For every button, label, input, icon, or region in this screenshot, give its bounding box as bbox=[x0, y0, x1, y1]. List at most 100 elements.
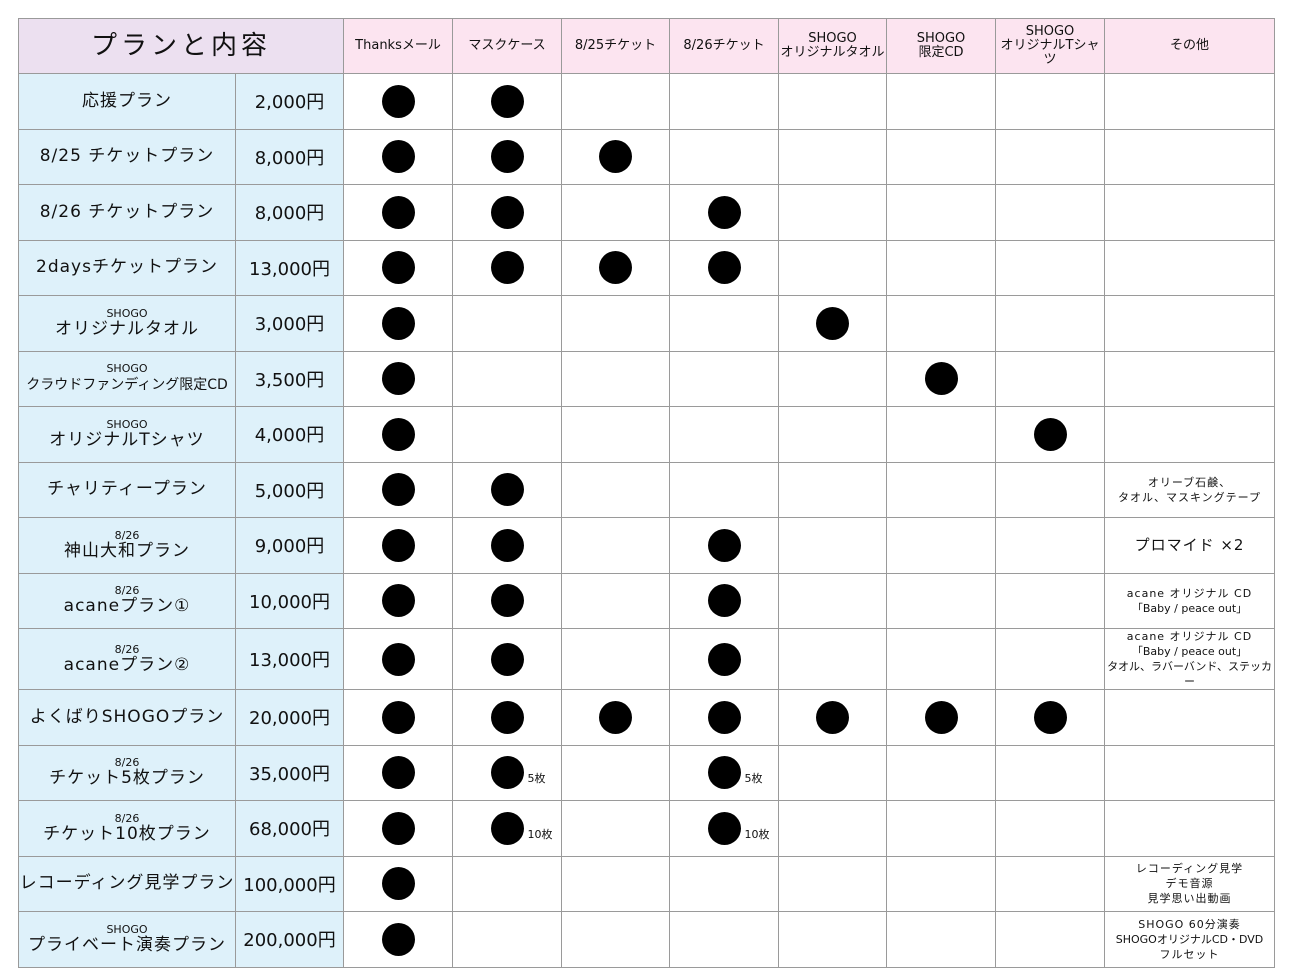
column-header: その他 bbox=[1104, 18, 1276, 74]
table-row: 8/25 チケットプラン 8,000円 bbox=[18, 128, 1276, 185]
mark-cell bbox=[561, 461, 671, 518]
included-dot-icon bbox=[381, 362, 415, 396]
plan-name-cell: 2daysチケットプラン bbox=[18, 239, 236, 296]
quantity-note: 10枚 bbox=[527, 827, 553, 841]
table-row: チャリティープラン 5,000円 オリーブ石鹸、 タオル、マスキングテープ bbox=[18, 461, 1276, 518]
included-dot-icon bbox=[707, 700, 741, 734]
plan-price: 9,000円 bbox=[234, 517, 345, 574]
included-dot-icon bbox=[707, 756, 741, 790]
other-item-line: 見学思い出動画 bbox=[1147, 892, 1232, 906]
mark-cell bbox=[343, 911, 454, 968]
plan-name-cell: 8/26 acaneプラン② bbox=[18, 628, 236, 690]
mark-cell bbox=[778, 517, 888, 574]
column-header-line: 限定CD bbox=[918, 45, 964, 60]
mark-cell bbox=[995, 184, 1106, 241]
other-item-line: タオル、ラバーバンド、ステッカー bbox=[1107, 660, 1272, 688]
mark-cell bbox=[343, 73, 454, 130]
mark-cell: 10枚 bbox=[452, 800, 563, 857]
plan-name: クラウドファンディング限定CD bbox=[26, 376, 228, 393]
header-row: プランと内容 Thanksメール マスクケース 8/25チケット 8/26チケット SH… bbox=[17, 18, 1276, 74]
mark-cell bbox=[452, 406, 563, 463]
column-header-line: オリジナルタオル bbox=[780, 45, 885, 60]
other-item-line: タオル、マスキングテープ bbox=[1118, 490, 1262, 504]
plan-price: 3,000円 bbox=[234, 295, 345, 352]
mark-cell bbox=[778, 406, 888, 463]
mark-cell bbox=[452, 572, 563, 629]
column-header: SHOGO オリジナルTシャツ bbox=[995, 18, 1106, 74]
included-dot-icon bbox=[381, 922, 415, 956]
plan-subtitle: 8/26 bbox=[114, 528, 140, 542]
table-row: よくばりSHOGOプラン 20,000円 bbox=[18, 689, 1276, 746]
mark-cell bbox=[343, 744, 454, 801]
mark-cell bbox=[886, 239, 997, 296]
mark-cell bbox=[452, 628, 563, 690]
mark-cell bbox=[778, 689, 888, 746]
mark-cell bbox=[669, 350, 780, 407]
other-item-line: SHOGOオリジナルCD・DVD bbox=[1115, 932, 1264, 946]
mark-cell bbox=[452, 239, 563, 296]
plan-name: 2daysチケットプラン bbox=[36, 257, 218, 278]
mark-cell bbox=[778, 295, 888, 352]
other-items-cell bbox=[1104, 744, 1276, 801]
plan-price: 10,000円 bbox=[234, 572, 345, 629]
mark-cell bbox=[561, 855, 671, 912]
other-items-cell: acane オリジナル CD 「Baby / peace out」 bbox=[1104, 572, 1276, 629]
mark-cell bbox=[561, 184, 671, 241]
included-dot-icon bbox=[490, 140, 524, 174]
mark-cell bbox=[561, 744, 671, 801]
included-dot-icon bbox=[1033, 700, 1067, 734]
included-dot-icon bbox=[490, 84, 524, 118]
included-dot-icon bbox=[599, 140, 633, 174]
table-row: 8/26 チケット5枚プラン 35,000円 5枚 5枚 bbox=[18, 744, 1276, 801]
mark-cell bbox=[452, 911, 563, 968]
mark-cell bbox=[343, 128, 454, 185]
mark-cell bbox=[995, 517, 1106, 574]
plan-name: acaneプラン② bbox=[63, 654, 191, 675]
plan-subtitle: SHOGO bbox=[106, 361, 148, 375]
mark-cell bbox=[561, 628, 671, 690]
included-dot-icon bbox=[490, 584, 524, 618]
mark-cell bbox=[561, 406, 671, 463]
other-items-cell: レコーディング見学 デモ音源 見学思い出動画 bbox=[1104, 855, 1276, 912]
plan-name-cell: 8/26 チケット10枚プラン bbox=[18, 800, 236, 857]
other-item-line: プロマイド ×2 bbox=[1134, 535, 1245, 554]
mark-cell bbox=[886, 572, 997, 629]
mark-cell bbox=[561, 800, 671, 857]
mark-cell bbox=[669, 572, 780, 629]
plan-price: 5,000円 bbox=[234, 461, 345, 518]
mark-cell bbox=[778, 350, 888, 407]
included-dot-icon bbox=[490, 195, 524, 229]
plan-price: 20,000円 bbox=[234, 689, 345, 746]
mark-cell: 5枚 bbox=[452, 744, 563, 801]
mark-cell bbox=[886, 628, 997, 690]
mark-cell bbox=[343, 406, 454, 463]
mark-cell bbox=[669, 295, 780, 352]
mark-cell bbox=[778, 855, 888, 912]
other-items-cell bbox=[1104, 128, 1276, 185]
other-item-line: acane オリジナル CD bbox=[1126, 630, 1253, 643]
included-dot-icon bbox=[490, 473, 524, 507]
mark-cell bbox=[452, 128, 563, 185]
mark-cell bbox=[778, 73, 888, 130]
mark-cell bbox=[778, 239, 888, 296]
mark-cell bbox=[995, 628, 1106, 690]
mark-cell bbox=[886, 689, 997, 746]
mark-cell bbox=[886, 184, 997, 241]
other-item-line: デモ音源 bbox=[1165, 877, 1214, 891]
plan-subtitle: 8/26 bbox=[114, 756, 140, 770]
mark-cell bbox=[995, 73, 1106, 130]
included-dot-icon bbox=[381, 528, 415, 562]
mark-cell bbox=[778, 744, 888, 801]
included-dot-icon bbox=[381, 251, 415, 285]
other-items-cell bbox=[1104, 295, 1276, 352]
plan-name: 神山大和プラン bbox=[64, 540, 190, 561]
mark-cell bbox=[995, 128, 1106, 185]
plan-price: 35,000円 bbox=[234, 744, 345, 801]
plan-name-cell: 8/26 acaneプラン① bbox=[18, 572, 236, 629]
included-dot-icon bbox=[707, 642, 741, 676]
other-items-cell bbox=[1104, 689, 1276, 746]
other-item-line: オリーブ石鹸、 bbox=[1147, 475, 1232, 489]
table-row: 8/26 神山大和プラン 9,000円 プロマイド ×2 bbox=[18, 517, 1276, 574]
included-dot-icon bbox=[924, 362, 958, 396]
mark-cell bbox=[778, 184, 888, 241]
